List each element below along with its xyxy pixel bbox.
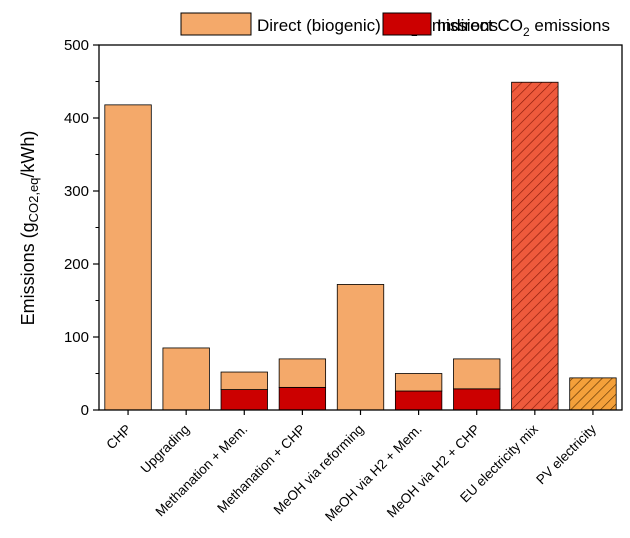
bar-methanation-chp-indirect (278, 386, 327, 411)
bar-eu-electricity-mix (511, 81, 559, 411)
y-tick-label: 400 (64, 110, 89, 127)
y-tick-label: 300 (64, 183, 89, 200)
bar-pv-electricity (569, 377, 617, 411)
bar-meoh-via-h2-chp-indirect (453, 388, 501, 411)
y-axis-label: Emissions (gCO2,eq/kWh) (18, 131, 41, 326)
legend-item-direct: Direct (biogenic) CO2 emissions (180, 12, 498, 39)
legend: Direct (biogenic) CO2 emissions Indirect… (180, 12, 610, 39)
legend-item-indirect: Indirect CO2 emissions (382, 12, 610, 39)
bar-meoh-via-reforming-direct (336, 284, 385, 411)
x-tick-label-upgrading: Upgrading (138, 422, 193, 477)
x-tick-label-pv-electricity: PV electricity (533, 421, 599, 487)
y-tick-label: 500 (64, 37, 89, 54)
plot-frame (98, 44, 623, 411)
bar-methanation-mem-indirect (220, 389, 268, 411)
y-axis-ticks: 0 100 200 300 400 500 (64, 37, 99, 419)
x-tick-label-chp: CHP (103, 422, 134, 453)
bar-meoh-via-h2-mem-direct (394, 373, 443, 392)
bar-meoh-via-h2-chp-direct (453, 358, 501, 390)
y-tick-label: 0 (81, 402, 89, 419)
legend-label-direct: Direct (biogenic) CO2 emissions (257, 16, 498, 39)
y-tick-label: 200 (64, 256, 89, 273)
legend-swatch-indirect (382, 12, 432, 36)
bar-chp-direct (104, 104, 152, 411)
bars (104, 81, 617, 411)
legend-label-indirect: Indirect CO2 emissions (437, 16, 610, 39)
bar-methanation-mem-direct (220, 371, 268, 390)
bar-upgrading-direct (162, 347, 210, 411)
x-tick-label-meoh-via-h2-mem: MeOH via H2 + Mem. (322, 422, 425, 525)
bar-meoh-via-h2-mem-indirect (394, 390, 443, 411)
y-tick-label: 100 (64, 329, 89, 346)
legend-swatch-direct (180, 12, 252, 36)
bar-methanation-chp-direct (278, 358, 327, 388)
